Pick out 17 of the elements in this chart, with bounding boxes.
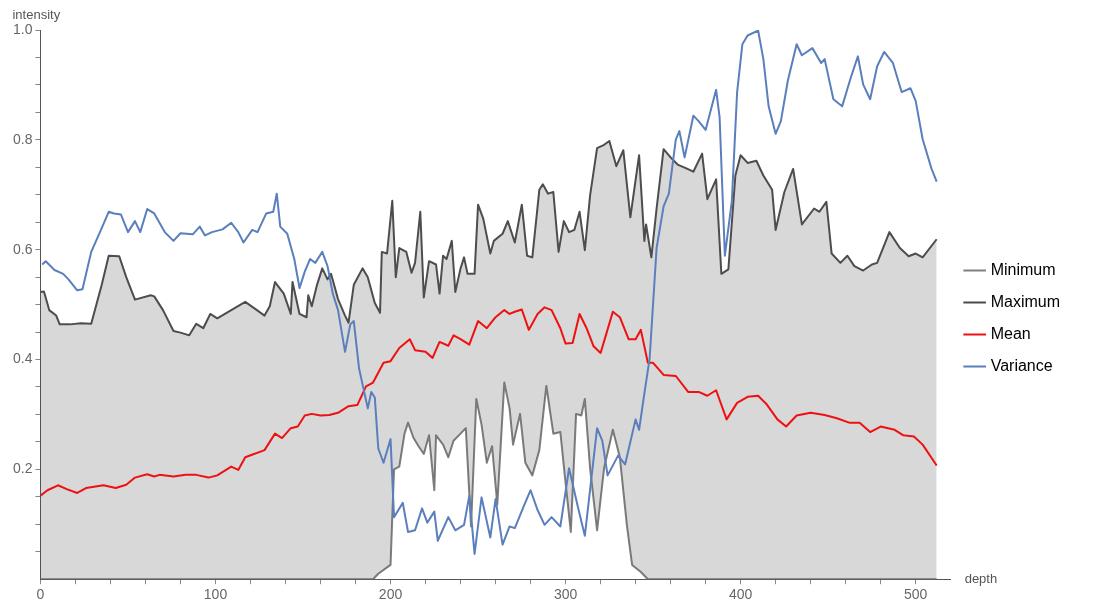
y-tick-label: 1.0: [12, 20, 33, 37]
y-tick-label: 0.4: [12, 350, 33, 367]
y-tick-label: 0.2: [12, 460, 33, 477]
x-tick-label: 400: [728, 586, 753, 603]
x-tick-label: 500: [903, 586, 928, 603]
y-tick-label: 0.8: [12, 130, 33, 147]
y-tick-label: 0.6: [12, 240, 33, 257]
x-tick-label: 200: [378, 586, 403, 603]
x-tick-label: 300: [553, 586, 578, 603]
x-axis-title: depth: [964, 570, 998, 586]
legend-label: Variance: [990, 356, 1053, 374]
legend-label: Mean: [990, 324, 1031, 342]
legend-label: Minimum: [990, 260, 1056, 278]
legend-label: Maximum: [990, 292, 1061, 310]
y-axis-title: intensity: [12, 7, 61, 23]
x-tick-label: 100: [203, 586, 228, 603]
x-tick-label: 0: [36, 586, 45, 603]
